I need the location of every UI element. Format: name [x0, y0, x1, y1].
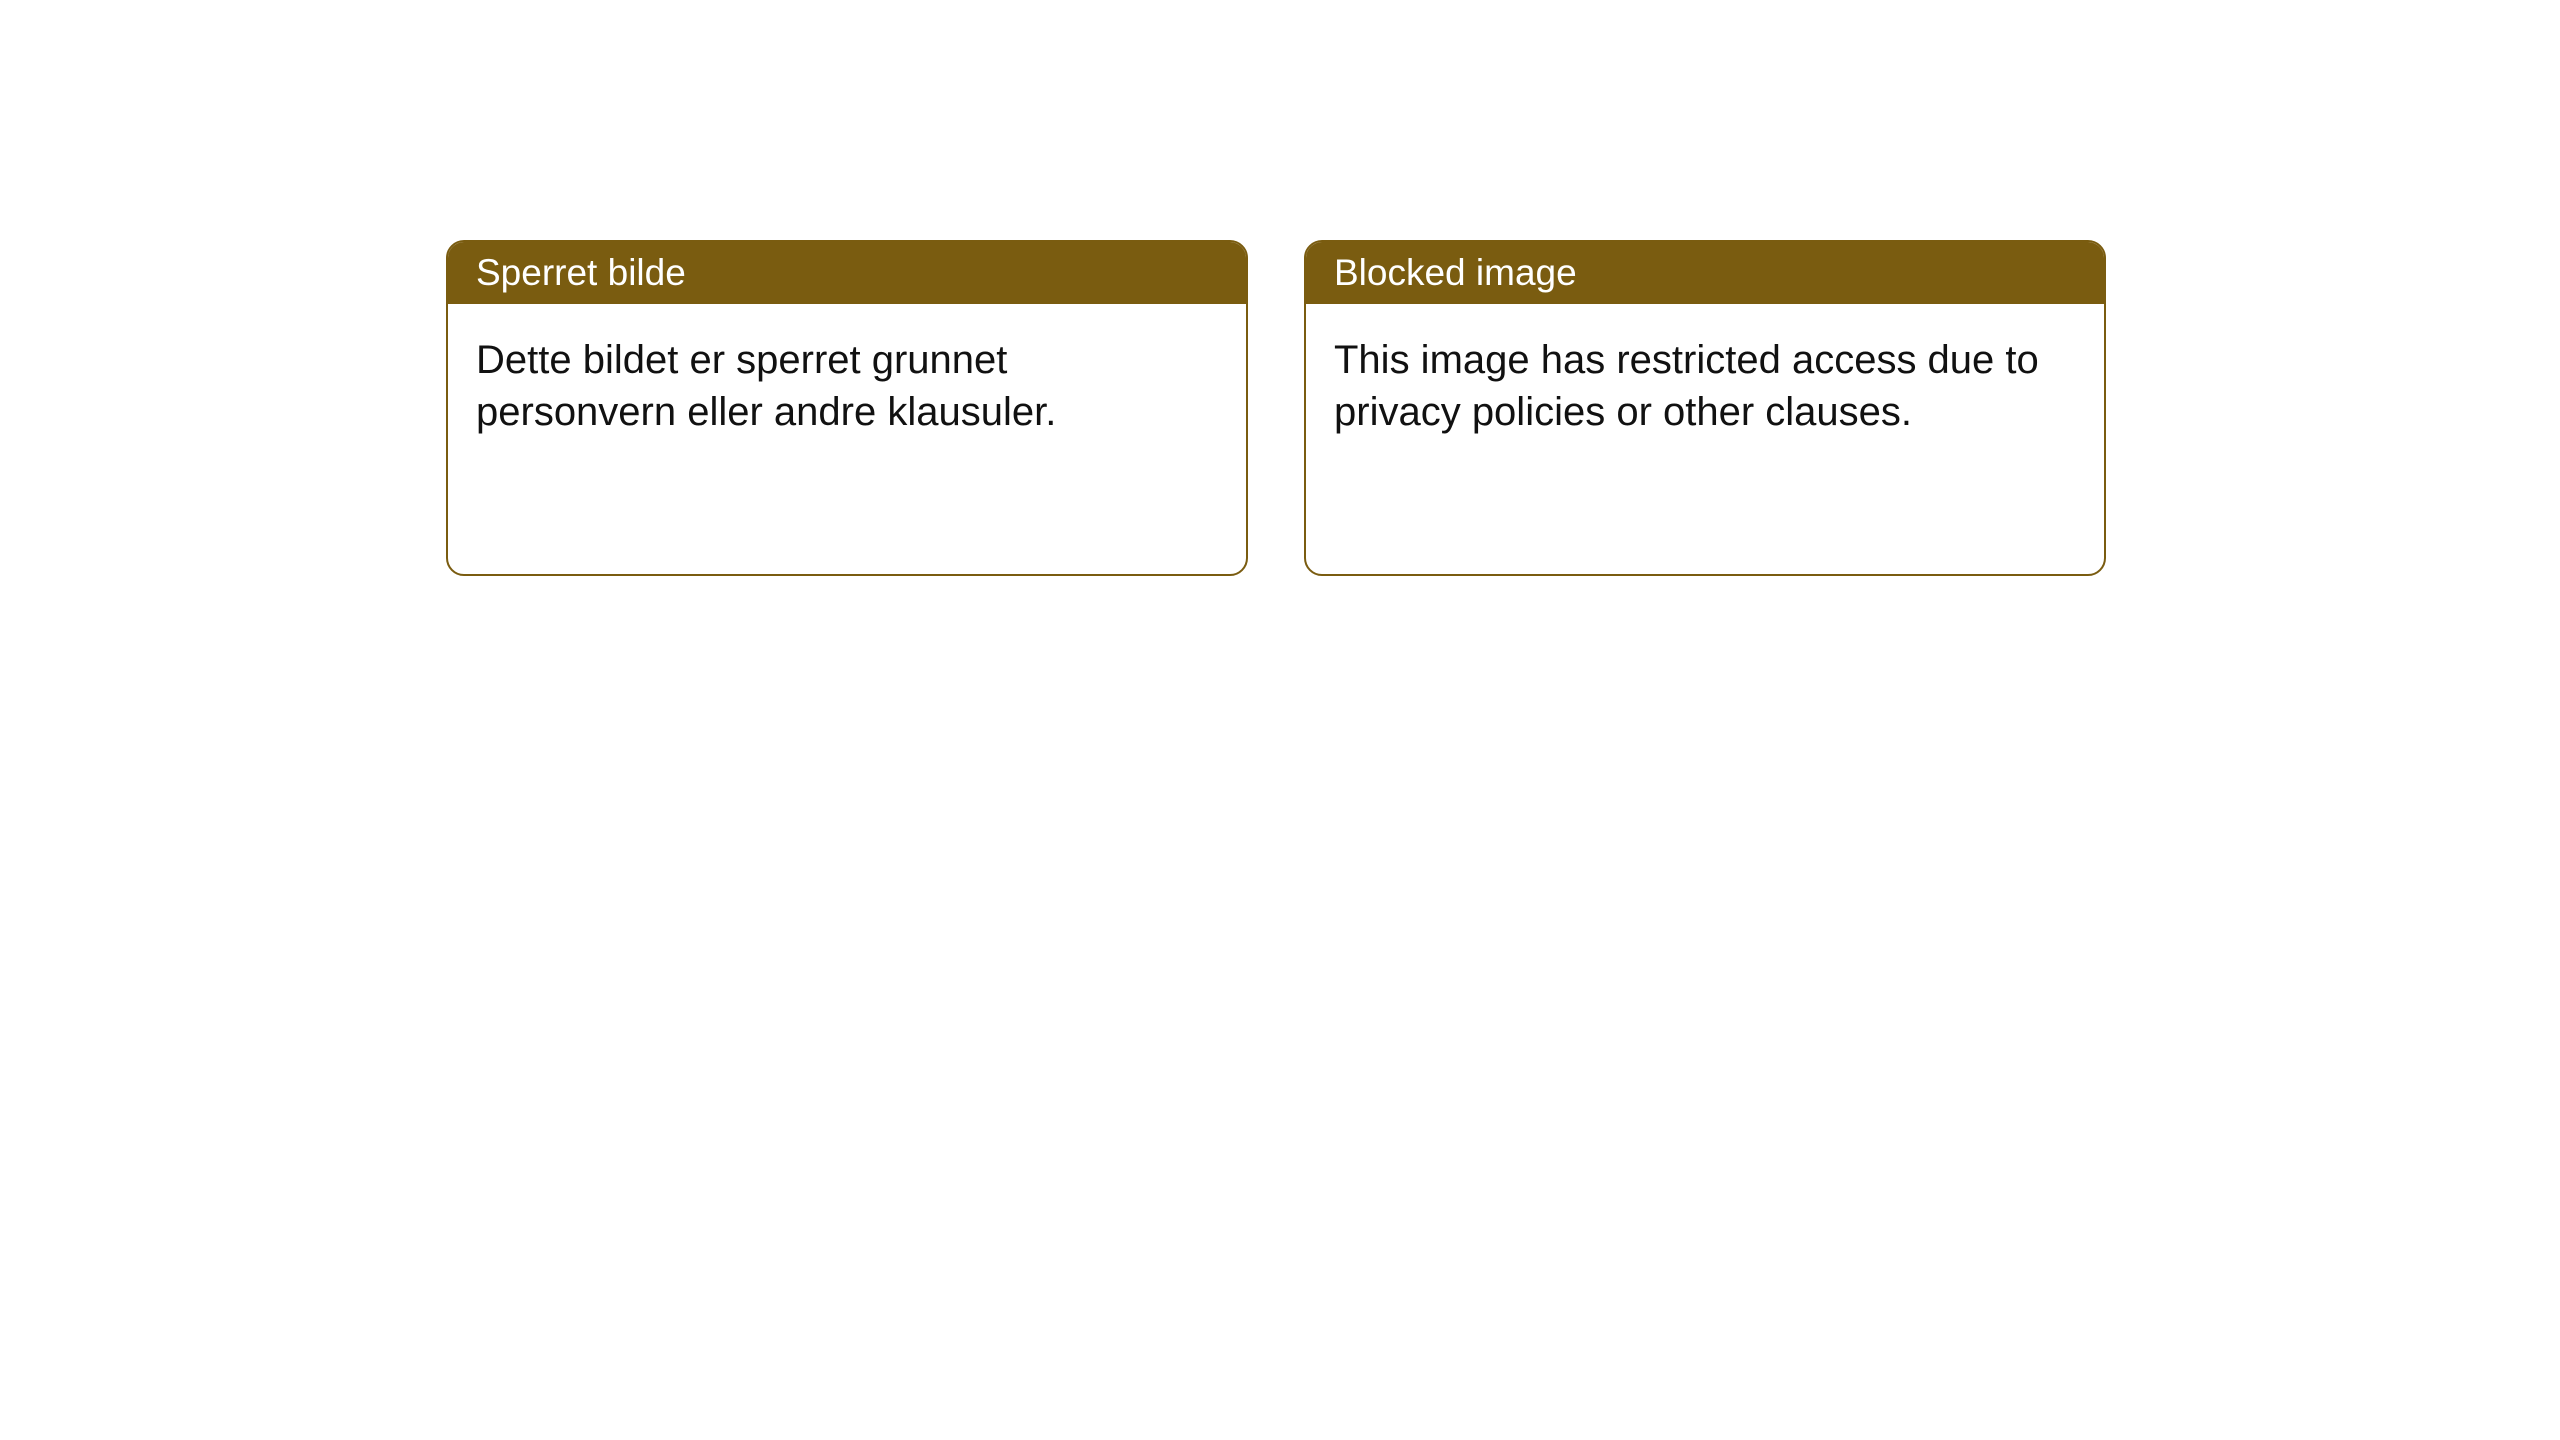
notice-container: Sperret bilde Dette bildet er sperret gr… [0, 0, 2560, 576]
notice-header: Blocked image [1306, 242, 2104, 304]
notice-title: Sperret bilde [476, 252, 686, 293]
notice-body: Dette bildet er sperret grunnet personve… [448, 304, 1246, 574]
notice-text: This image has restricted access due to … [1334, 338, 2039, 434]
notice-text: Dette bildet er sperret grunnet personve… [476, 338, 1056, 434]
notice-card-english: Blocked image This image has restricted … [1304, 240, 2106, 576]
notice-body: This image has restricted access due to … [1306, 304, 2104, 574]
notice-header: Sperret bilde [448, 242, 1246, 304]
notice-title: Blocked image [1334, 252, 1577, 293]
notice-card-norwegian: Sperret bilde Dette bildet er sperret gr… [446, 240, 1248, 576]
